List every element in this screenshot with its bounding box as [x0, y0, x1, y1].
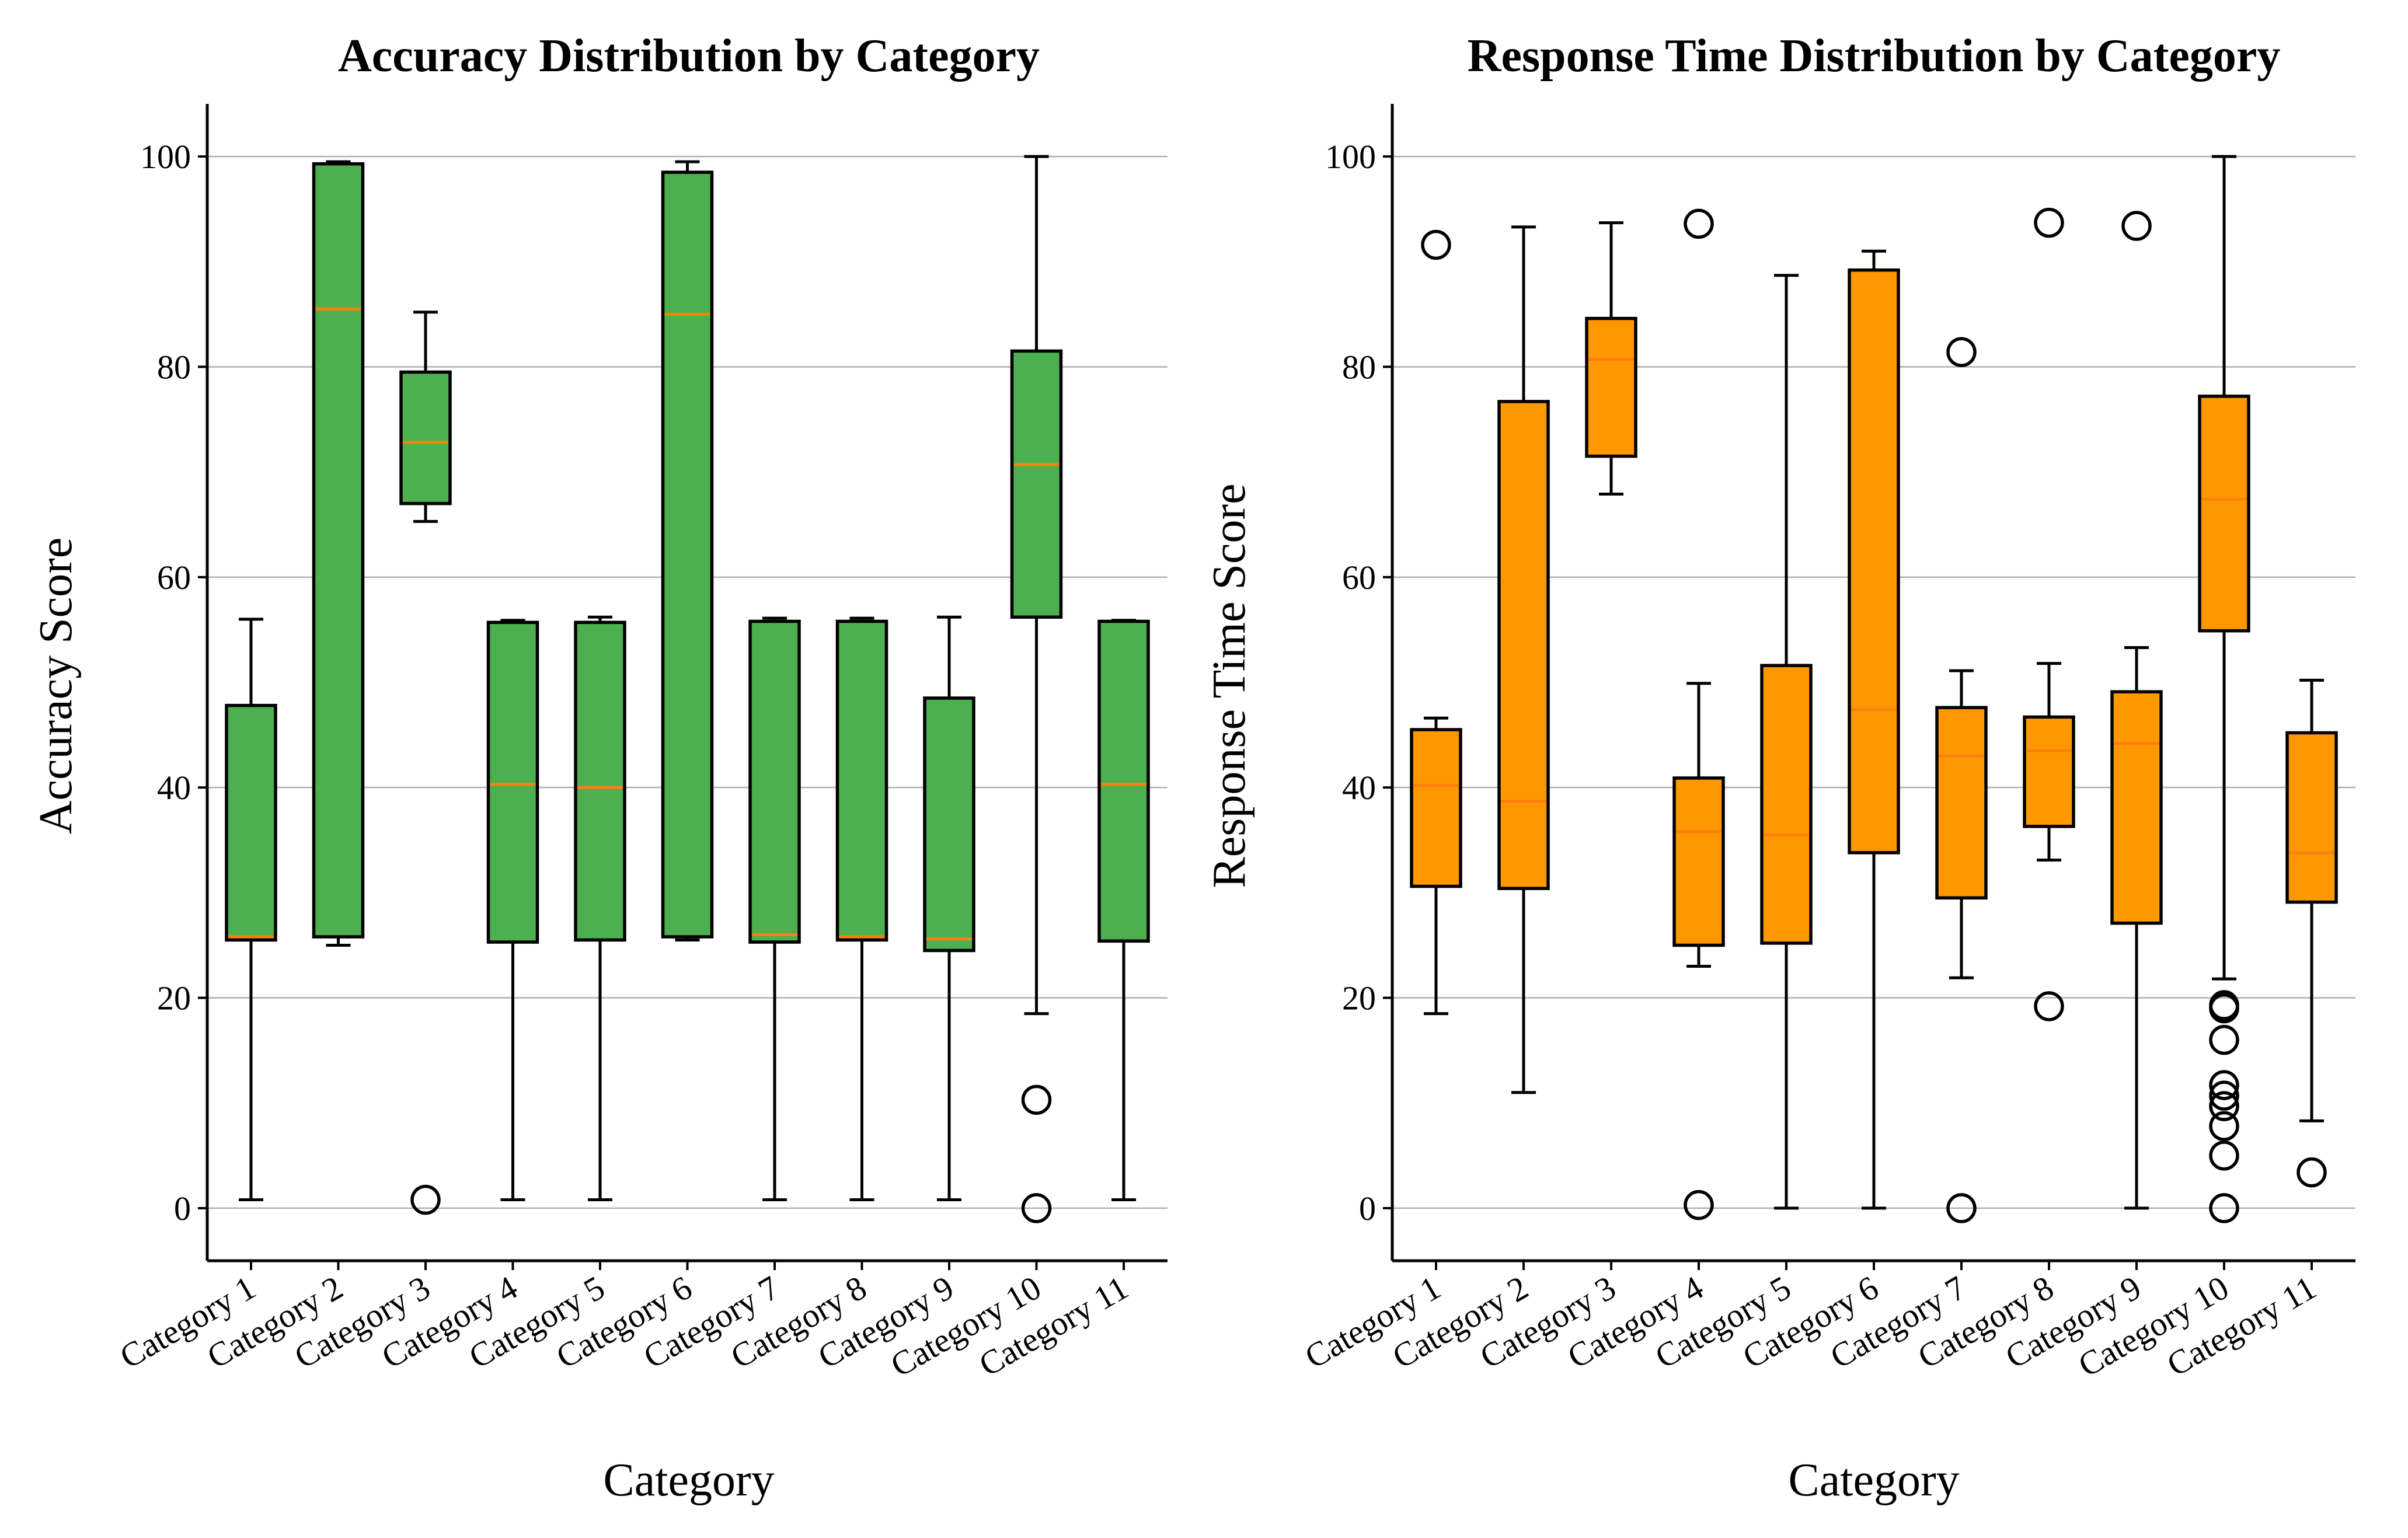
response-time-box-7	[1935, 337, 1988, 1223]
response-time-y-tick-label: 40	[1342, 769, 1376, 807]
outlier-point	[2297, 1157, 2327, 1188]
response-time-box-2	[1497, 225, 1550, 1094]
outlier-point	[2209, 1070, 2239, 1100]
outlier-point	[2209, 1193, 2239, 1223]
response-time-panel: Response Time Distribution by Category C…	[1204, 30, 2355, 1506]
response-time-box-8	[2023, 207, 2075, 1021]
accuracy-panel: Accuracy Distribution by Category Catego…	[30, 30, 1168, 1506]
accuracy-box-9	[923, 615, 975, 1201]
outlier-point	[1684, 208, 1714, 239]
iqr-box	[486, 620, 539, 944]
outlier-point	[2209, 1091, 2239, 1121]
iqr-box	[2023, 715, 2075, 828]
iqr-box	[1585, 316, 1637, 458]
response-time-box-1	[1410, 229, 1462, 1016]
iqr-box	[1010, 349, 1063, 619]
accuracy-box-10	[1010, 155, 1063, 1223]
iqr-box	[835, 619, 888, 942]
iqr-box	[574, 620, 626, 942]
iqr-box	[2285, 731, 2338, 904]
iqr-box	[399, 370, 452, 505]
outlier-point	[2034, 207, 2064, 238]
outlier-point	[1946, 1193, 1977, 1223]
response-time-box-4	[1672, 208, 1725, 1220]
response-time-box-11	[2285, 678, 2338, 1188]
iqr-box	[748, 619, 801, 944]
iqr-box	[225, 703, 277, 942]
outlier-point	[1021, 1193, 1052, 1223]
iqr-box	[661, 170, 714, 939]
response-time-chart-title: Response Time Distribution by Category	[1468, 30, 2281, 82]
iqr-box	[2198, 395, 2250, 633]
accuracy-y-tick-label: 100	[140, 138, 191, 176]
outlier-point	[2209, 993, 2239, 1024]
iqr-box	[1497, 400, 1550, 890]
response-time-box-9	[2110, 211, 2163, 1210]
iqr-box	[312, 162, 365, 939]
iqr-box	[2110, 690, 2163, 925]
response-time-y-tick-label: 20	[1342, 979, 1376, 1017]
accuracy-box-4	[486, 619, 539, 1201]
outlier-point	[1684, 1190, 1714, 1220]
response-time-box-6	[1848, 249, 1900, 1210]
outlier-point	[2209, 1024, 2239, 1055]
accuracy-box-7	[748, 616, 801, 1201]
outlier-point	[1421, 229, 1451, 260]
iqr-box	[1410, 728, 1462, 888]
iqr-box	[1935, 706, 1988, 900]
accuracy-box-5	[574, 615, 626, 1201]
accuracy-chart-title: Accuracy Distribution by Category	[338, 30, 1040, 82]
accuracy-box-1	[225, 618, 277, 1201]
outlier-point	[1021, 1084, 1052, 1115]
accuracy-y-tick-label: 0	[174, 1190, 191, 1227]
iqr-box	[1672, 776, 1725, 947]
outlier-point	[2209, 1080, 2239, 1111]
iqr-box	[1848, 268, 1900, 855]
iqr-box	[1097, 619, 1150, 943]
outlier-point	[2034, 991, 2064, 1021]
response-time-y-axis-label: Response Time Score	[1204, 483, 1255, 888]
accuracy-box-3	[399, 311, 452, 1215]
accuracy-y-axis-label: Accuracy Score	[30, 538, 82, 835]
accuracy-box-2	[312, 160, 365, 947]
accuracy-y-tick-label: 60	[157, 559, 191, 597]
outlier-point	[2209, 1111, 2239, 1142]
response-time-y-tick-label: 80	[1342, 348, 1376, 386]
response-time-y-tick-label: 60	[1342, 559, 1376, 597]
response-time-y-tick-label: 0	[1359, 1190, 1376, 1227]
response-time-box-10	[2198, 155, 2250, 1223]
accuracy-box-11	[1097, 619, 1150, 1201]
response-time-y-tick-label: 100	[1325, 138, 1376, 176]
accuracy-x-axis-label: Category	[603, 1455, 774, 1506]
response-time-box-5	[1760, 274, 1813, 1210]
outlier-point	[1946, 337, 1977, 367]
outlier-point	[410, 1184, 441, 1215]
response-time-x-axis-label: Category	[1788, 1455, 1959, 1506]
accuracy-box-8	[835, 616, 888, 1201]
accuracy-y-tick-label: 20	[157, 979, 191, 1017]
outlier-point	[2209, 1141, 2239, 1171]
iqr-box	[923, 696, 975, 953]
iqr-box	[1760, 664, 1813, 945]
outlier-point	[2121, 211, 2152, 241]
accuracy-box-6	[661, 160, 714, 941]
accuracy-y-tick-label: 80	[157, 348, 191, 386]
response-time-box-3	[1585, 221, 1637, 496]
accuracy-y-tick-label: 40	[157, 769, 191, 807]
